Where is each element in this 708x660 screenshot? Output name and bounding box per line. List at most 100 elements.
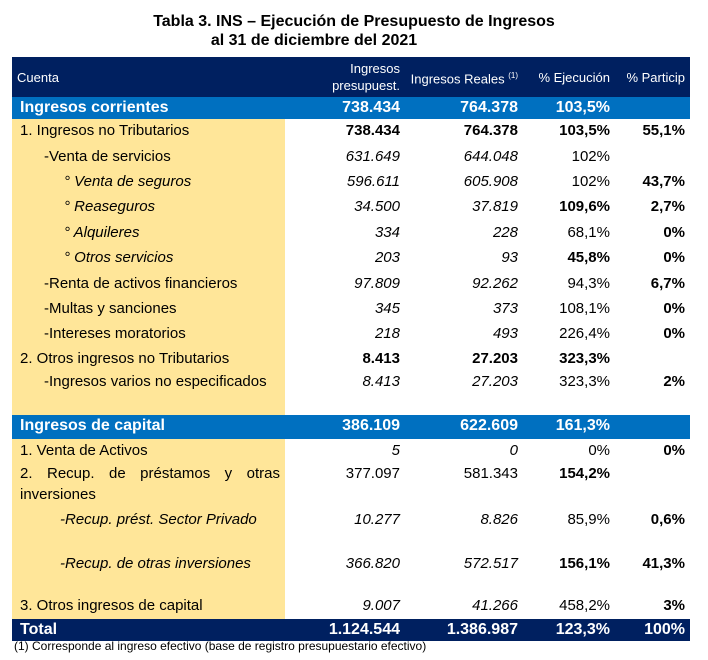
budget-table: Cuenta Ingresos presupuest. Ingresos Rea… [12,57,690,641]
table-row: -Renta de activos financieros 97.809 92.26… [12,272,690,297]
table-row: ° Venta de seguros 596.611 605.908 102% 43,7… [12,170,690,195]
row-label: Ingresos corrientes [12,97,285,119]
table-row: ° Otros servicios 203 93 45,8% 0% [12,246,690,272]
table-row: -Ingresos varios no especificados 8.413 27… [12,370,690,415]
value-cell: 68,1% [567,224,610,241]
table-row: Ingresos corrientes 738.434 764.378 103,5% [12,97,690,119]
header-cell: % Ejecución [523,57,615,97]
table-row: -Multas y sanciones 345 373 108,1% 0% [12,297,690,322]
value-cell: 103,5% [523,97,615,119]
value-cell: 1.124.544 [285,619,405,641]
row-label: ° Alquileres [12,221,285,246]
row-label: ° Reaseguros [12,195,285,221]
value-cell: 92.262 [472,275,518,292]
value-cell: 386.109 [285,415,405,439]
subtitle: al 31 de diciembre del 2021 [210,32,418,49]
value-cell [615,145,690,170]
title: Tabla 3. INS – Ejecución de Presupuesto … [153,13,555,30]
header-row: Cuenta Ingresos presupuest. Ingresos Rea… [12,57,690,97]
value-cell: 0% [663,300,685,317]
value-cell: 100% [615,619,690,641]
footnote: (1) Corresponde al ingreso efectivo (bas… [14,639,427,653]
value-cell: 27.203 [472,373,518,390]
value-cell: 102% [571,148,610,165]
table-row: 2. Otros ingresos no Tributarios 8.413 27.… [12,347,690,370]
table-row: 2. Recup. de préstamos y otras inversion… [12,462,690,508]
value-cell: 108,1% [559,300,610,317]
value-cell: 123,3% [523,619,615,641]
table-row: ° Reaseguros 34.500 37.819 109,6% 2,7% [12,195,690,221]
row-label: -Recup. prést. Sector Privado [12,508,285,552]
value-cell: 0 [509,442,518,459]
value-cell: 43,7% [642,173,685,190]
header-cell: Ingresos Reales (1) [405,57,523,97]
header-cell: Cuenta [12,57,285,97]
value-cell: 631.649 [345,148,400,165]
value-cell: 1.386.987 [405,619,523,641]
table-row: -Recup. prést. Sector Privado 10.277 8.826… [12,508,690,552]
value-cell: 0,6% [650,511,685,528]
value-cell: 41,3% [642,555,685,572]
value-cell: 622.609 [405,415,523,439]
value-cell: 572.517 [463,555,518,572]
table-row: -Intereses moratorios 218 493 226,4% 0% [12,322,690,347]
value-cell: 6,7% [650,275,685,292]
value-cell: 97.809 [354,275,400,292]
value-cell: 605.908 [463,173,518,190]
row-label: -Multas y sanciones [12,297,285,322]
value-cell: 8.826 [480,511,518,528]
value-cell: 10.277 [354,511,400,528]
row-label: 1. Venta de Activos [12,439,285,462]
value-cell: 3% [663,597,685,614]
value-cell: 27.203 [472,350,518,367]
value-cell: 9.007 [362,597,400,614]
header-cell: Ingresos presupuest. [285,57,405,97]
value-cell: 5 [391,442,400,459]
table-row: 1. Venta de Activos 5 0 0% 0% [12,439,690,462]
table-row: Ingresos de capital 386.109 622.609 161,3% [12,415,690,439]
value-cell [615,415,690,439]
value-cell: 37.819 [472,198,518,215]
row-label: -Intereses moratorios [12,322,285,347]
value-cell [615,97,690,119]
value-cell: 738.434 [285,97,405,119]
value-cell: 102% [571,173,610,190]
table-row: 1. Ingresos no Tributarios 738.434 764.378… [12,119,690,145]
value-cell: 345 [374,300,400,317]
row-label: 3. Otros ingresos de capital [12,594,285,619]
row-label: Ingresos de capital [12,415,285,439]
value-cell: 109,6% [559,198,610,215]
value-cell: 323,3% [559,350,610,367]
value-cell: 373 [492,300,518,317]
value-cell: 366.820 [345,555,400,572]
table-row: Total 1.124.544 1.386.987 123,3% 100% [12,619,690,641]
row-label: ° Otros servicios [12,246,285,272]
table-row: ° Alquileres 334 228 68,1% 0% [12,221,690,246]
value-cell: 85,9% [567,511,610,528]
header-note: (1) [508,70,518,80]
value-cell: 458,2% [559,597,610,614]
value-cell: 8.413 [362,373,400,390]
value-cell: 644.048 [463,148,518,165]
value-cell: 218 [374,325,400,342]
row-label: -Ingresos varios no especificados [12,370,285,415]
value-cell: 493 [492,325,518,342]
value-cell: 581.343 [463,465,518,482]
row-label: 2. Otros ingresos no Tributarios [12,347,285,370]
value-cell: 323,3% [559,373,610,390]
value-cell: 156,1% [559,555,610,572]
row-label: -Venta de servicios [12,145,285,170]
value-cell: 34.500 [354,198,400,215]
value-cell: 2,7% [650,198,685,215]
value-cell: 0% [588,442,610,459]
value-cell: 154,2% [559,465,610,482]
value-cell: 55,1% [642,122,685,139]
value-cell: 93 [501,249,518,266]
value-cell [615,347,690,370]
value-cell: 228 [492,224,518,241]
value-cell: 2% [663,373,685,390]
value-cell: 0% [663,249,685,266]
value-cell: 45,8% [567,249,610,266]
header-cell: % Particip [615,57,690,97]
